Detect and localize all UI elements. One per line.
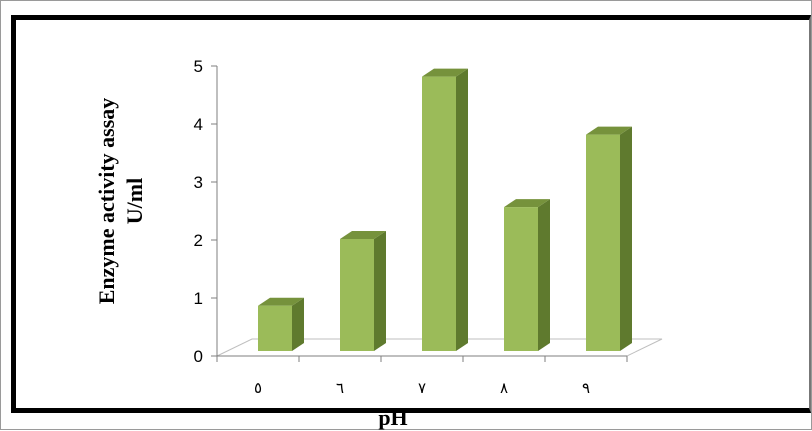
y-axis-title-line1: Enzyme activity assay (94, 98, 119, 305)
bar (586, 126, 632, 351)
bar-side (620, 126, 632, 351)
bar-top (422, 68, 468, 77)
bar (340, 231, 386, 351)
bar-front (504, 207, 538, 351)
bar-top (258, 297, 304, 306)
bar-front (586, 134, 620, 351)
bar (504, 199, 550, 351)
x-tick-label: ٨ (500, 379, 508, 397)
x-tick-label: ٥ (254, 379, 262, 397)
y-tick-label: 5 (194, 57, 203, 76)
x-tick-labels: ٥ ٦ ٧ ٨ ٩ (254, 379, 590, 397)
bars (258, 68, 632, 351)
y-tick-label: 2 (194, 231, 203, 250)
bar-side (374, 231, 386, 351)
bar-top (586, 126, 632, 135)
y-tick-label: 0 (194, 347, 203, 366)
bar (422, 68, 468, 351)
y-tick-label: 3 (194, 173, 203, 192)
bar-front (422, 76, 456, 351)
bar-side (456, 68, 468, 351)
y-tick-label: 4 (194, 115, 203, 134)
bar-top (340, 231, 386, 239)
bar-side (538, 199, 550, 351)
x-tick-label: ٧ (418, 379, 426, 397)
x-axis-title: pH (378, 405, 407, 430)
y-axis-title-line2: U/ml (122, 178, 147, 224)
axes (211, 65, 628, 362)
x-tick-label: ٦ (336, 379, 344, 397)
y-tick-label: 1 (194, 289, 203, 308)
bar-front (340, 239, 374, 351)
bar (258, 297, 304, 351)
bar-side (292, 297, 304, 351)
bar-front (258, 305, 292, 351)
bar-top (504, 199, 550, 208)
x-tick-label: ٩ (582, 379, 590, 397)
chart-border (11, 15, 811, 413)
y-tick-labels: 0 1 2 3 4 5 (194, 57, 203, 366)
